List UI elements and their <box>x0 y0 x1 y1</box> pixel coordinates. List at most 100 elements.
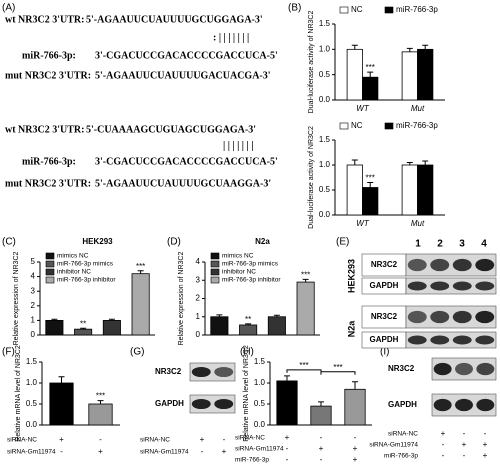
bar <box>45 319 64 336</box>
error-bar <box>367 182 374 188</box>
legend-swatch <box>45 268 55 276</box>
pairing: | | | | | | | <box>223 140 253 151</box>
y-tick-label: 0.0 <box>319 210 331 219</box>
legend-label: miR-766-3p <box>396 5 438 14</box>
error-bar <box>137 270 144 274</box>
bar <box>362 187 379 216</box>
legend-label: inhibitor NC <box>222 269 256 276</box>
bracket <box>320 371 356 375</box>
condition-mark: + <box>441 429 446 438</box>
condition-mark: - <box>320 455 323 464</box>
bar <box>131 273 150 336</box>
error-bar <box>108 318 115 321</box>
bar <box>74 328 93 336</box>
condition-label: siRNA-NC <box>140 437 170 444</box>
significance: *** <box>96 392 105 401</box>
panel-label: (G) <box>130 347 144 358</box>
legend-swatch <box>45 260 55 268</box>
significance: *** <box>366 63 375 72</box>
seq-label: mut NR3C2 3'UTR: <box>5 70 91 81</box>
band <box>214 398 234 410</box>
bar <box>267 316 286 336</box>
band <box>452 310 472 324</box>
y-tick-label: 4 <box>31 272 36 281</box>
band <box>475 258 495 272</box>
protein-label: NR3C2 <box>388 364 415 373</box>
condition-mark: - <box>354 433 357 442</box>
band <box>475 335 495 345</box>
band <box>452 281 472 291</box>
y-tick-label: 1.0 <box>319 44 331 53</box>
seq-label: wt NR3C2 3'UTR: <box>5 124 84 135</box>
band <box>430 281 450 291</box>
y-tick-label: 3 <box>196 275 201 284</box>
protein-label: NR3C2 <box>371 312 398 321</box>
band <box>476 362 495 376</box>
legend-label: miR-766-3p <box>396 121 438 130</box>
y-tick-label: 0.5 <box>26 399 38 408</box>
panel-label: (I) <box>380 347 389 358</box>
legend-swatch <box>210 268 220 276</box>
condition-mark: + <box>353 455 358 464</box>
condition-mark: - <box>286 444 289 453</box>
y-tick-label: 0 <box>196 330 201 339</box>
condition-mark: - <box>484 429 487 438</box>
significance: *** <box>333 363 342 372</box>
bar <box>417 164 434 216</box>
band <box>407 258 427 272</box>
bar <box>346 48 363 101</box>
band <box>191 366 211 378</box>
sequence: 3'-CGACUCCGACACCCCGACCUCA-5' <box>95 50 278 61</box>
y-axis-label: Relative expression of NR3C2 <box>13 252 20 346</box>
sequence: 5'-CUAAAAGCUGUAGCUGGAGA-3' <box>86 124 256 135</box>
y-tick-label: 1.0 <box>254 378 266 387</box>
seq-label: mut NR3C2 3'UTR: <box>5 178 91 189</box>
sequence: 5'-AGAAUUCUAUUUUGCUGGAGA-3' <box>86 14 263 25</box>
seq-label: miR-766-3p: <box>22 50 76 61</box>
condition-label: siRNA-Gm11974 <box>7 449 56 456</box>
legend-swatch <box>339 122 349 130</box>
condition-mark: - <box>442 451 445 460</box>
lane-label: 2 <box>437 239 443 250</box>
legend-swatch <box>45 276 55 284</box>
bar <box>344 388 366 426</box>
error-bar <box>302 278 309 283</box>
x-tick-label: WT <box>356 219 370 228</box>
condition-label: siRNA-NC <box>388 431 418 438</box>
bar <box>401 164 418 216</box>
y-axis-label: Relative expression of NR3C2 <box>178 252 185 346</box>
bar <box>401 51 418 101</box>
sequence: 5'-AGAAUUCUAUUUUGACUACGA-3' <box>95 70 271 81</box>
significance: ** <box>80 319 86 328</box>
protein-label: GAPDH <box>155 399 184 408</box>
legend-label: miR-766-3p mimics <box>222 261 279 268</box>
y-tick-label: 2 <box>31 301 36 310</box>
band <box>455 362 473 376</box>
blot <box>405 253 497 277</box>
protein-label: NR3C2 <box>371 260 398 269</box>
y-tick-label: 0.0 <box>319 95 331 104</box>
band <box>407 310 427 324</box>
significance: *** <box>301 270 310 279</box>
condition-mark: - <box>286 455 289 464</box>
condition-mark: - <box>463 451 466 460</box>
error-bar <box>273 314 280 317</box>
bar <box>210 316 229 336</box>
y-tick-label: 5 <box>31 257 36 266</box>
bar <box>296 281 315 336</box>
panel-label: (C) <box>2 237 16 248</box>
condition-label: siRNA-Gm11974 <box>369 442 418 449</box>
band <box>214 366 234 378</box>
sequence: 5'-AGAAUUCUAUUUUGCUAAGGA-3' <box>95 178 271 189</box>
y-tick-label: 4 <box>196 257 201 266</box>
error-bar <box>318 401 324 407</box>
condition-mark: + <box>98 447 103 456</box>
y-tick-label: 0 <box>31 330 36 339</box>
condition-label: miR-766-3p <box>384 453 418 460</box>
condition-mark: - <box>463 429 466 438</box>
error-bar <box>97 400 104 404</box>
condition-label: miR-766-3p <box>235 457 269 464</box>
significance: *** <box>136 262 145 271</box>
